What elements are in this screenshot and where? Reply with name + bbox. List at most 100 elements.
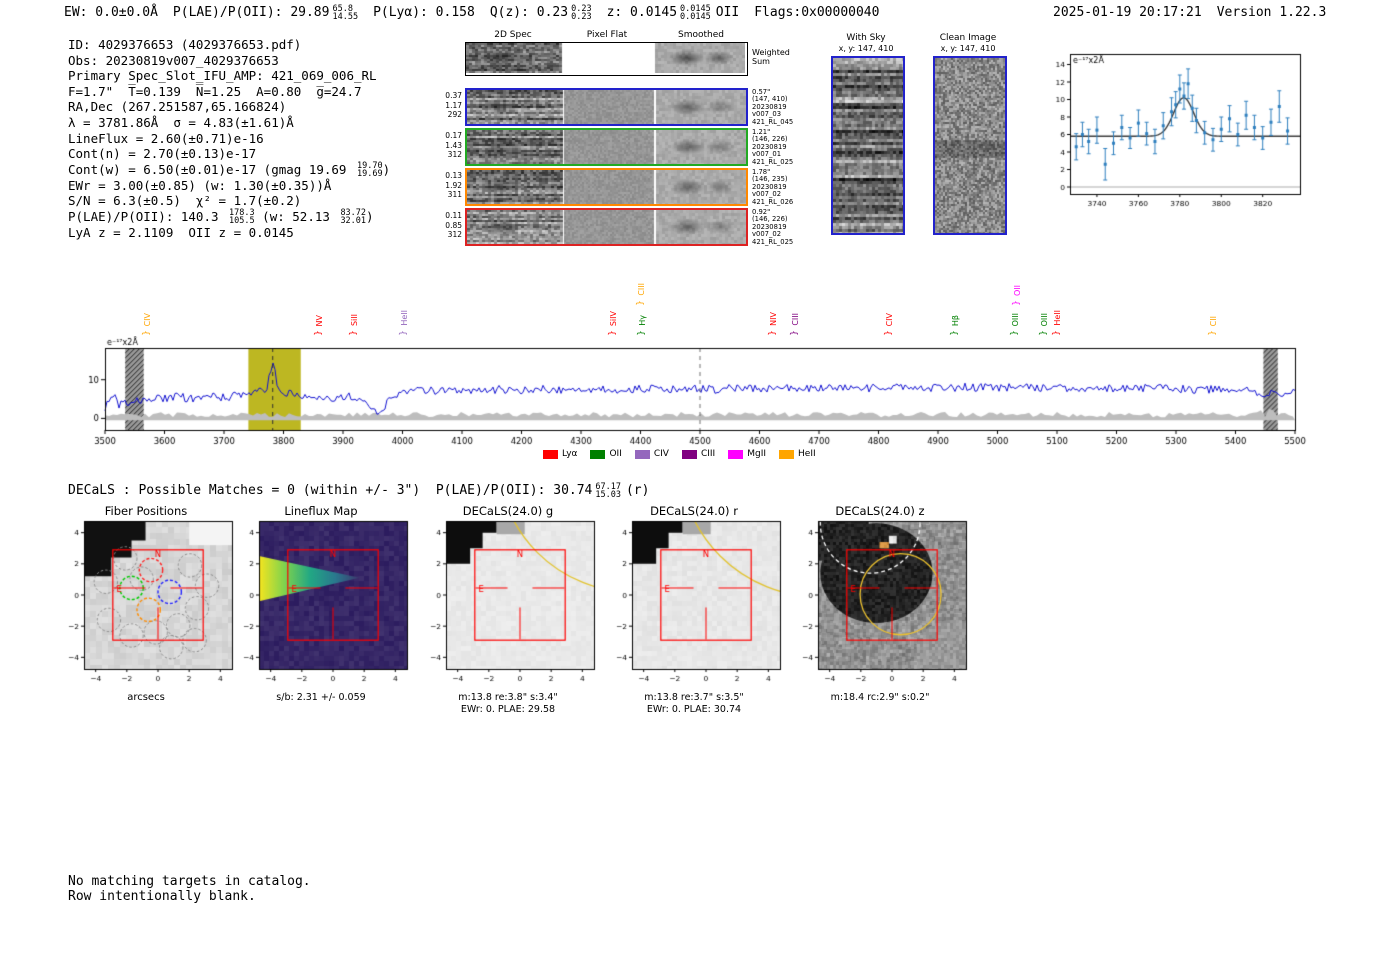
plae-poii-range: 65.8 14.55 [332,5,359,22]
legend-item: MgII [728,449,766,459]
stack-hi: 19.70 [356,160,383,171]
plae-poii-value: P(LAE)/P(OII): 29.89 [172,5,330,20]
emission-line-brace: { [765,330,776,336]
cutout-left-labels: 0.37 1.17 292 0.17 1.43 312 0.13 1.92 311 0… [436,42,462,248]
qz-lo: 0.23 [571,12,592,22]
plae-lo: 14.55 [332,12,359,22]
emission-line-label: HeII [1053,310,1063,326]
report-datetime: 2025-01-19 20:17:21 [1053,5,1202,20]
decals-band: (r) [625,483,650,498]
info-text: ) [366,208,374,224]
decals-z-image [792,518,968,690]
legend-label: OII [609,449,622,459]
info-stack: 178.3 105.5 [229,209,255,226]
decals-hi: 67.17 [595,482,621,492]
cutout-row-image-2 [467,130,746,164]
cutout-row-right-labels-3: 1.78" (146, 235) 20230819 v007_02 421_RL… [752,168,794,206]
qz-value: Q(z): 0.23 [489,5,569,20]
legend-swatch [590,449,606,459]
info-line: λ = 3781.86Å σ = 4.83(±1.61)Å [68,115,390,131]
emission-line-label: CIII [790,313,800,326]
emission-line-marker: CII { [1206,258,1219,340]
info-line: LyA z = 2.1109 OII z = 0.0145 [68,225,390,241]
emission-line-label: OIII [1040,312,1050,326]
emission-line-brace: { [1036,330,1047,336]
legend-label: Lyα [562,449,578,459]
report-version: Version 1.22.3 [1216,5,1327,20]
cutout-row-1 [465,88,748,126]
legend-item: CIV [634,449,669,459]
cutout-row-left-labels-4: 0.11 0.85 312 [445,211,462,239]
emission-line-marker: HeII { [1050,258,1063,340]
with-sky-image [831,56,905,235]
decals-range: 67.17 15.03 [595,482,621,500]
legend-item: CIII [681,449,716,459]
emission-line-label: NV [314,314,324,326]
header-stats: EW: 0.0±0.0Å P(LAE)/P(OII): 29.89 65.8 1… [64,5,880,22]
flags-value: Flags:0x00000040 [754,5,880,20]
legend-label: HeII [798,449,816,459]
z-lo: 0.0145 [680,12,711,22]
cutout-row-left-labels-1: 0.37 1.17 292 [445,91,462,119]
fiber-positions-xlabel: arcsecs [127,692,165,703]
stack-lo: 19.69 [356,168,383,179]
info-text: P(LAE)/P(OII): 140.3 [68,208,227,224]
cutout-right-labels: Weighted Sum 0.57" (147, 410) 20230819 v0… [752,42,798,248]
decals-r-image [606,518,782,690]
cutout-row-right-labels-1: 0.57" (147, 410) 20230819 v007_03 421_RL… [752,88,794,126]
emission-line-label: SiII [350,313,360,326]
footer-note-1: No matching targets in catalog. [68,874,311,889]
info-line: Cont(n) = 2.70(±0.13)e-17 [68,146,390,162]
emission-line-brace: { [311,330,322,336]
decals-g-caption-2: EWr: 0. PLAE: 29.58 [460,704,556,715]
cutout-row-weighted-sum [465,42,748,76]
info-block: ID: 4029376653 (4029376653.pdf) Obs: 2023… [68,37,390,241]
emission-line-marker: OIII { [1036,258,1050,340]
footer-note-2: Row intentionally blank. [68,889,256,904]
emission-line-marker: CIV { [882,258,895,340]
legend-item: OII [590,449,622,459]
panel-title-decals-g: DECaLS(24.0) g [462,504,554,518]
cutout-rows [465,42,748,248]
z-line-type: OII [715,5,740,20]
legend-label: CIV [653,449,669,459]
info-text: (w: 52.13 [254,208,338,224]
info-line: S/N = 6.3(±0.5) χ² = 1.7(±0.2) [68,193,390,209]
plya-value: P(Lyα): 0.158 [373,5,475,20]
legend-label: CIII [700,449,716,459]
info-text: ID: 4029376653 (4029376653.pdf) [68,37,302,52]
legend-swatch [681,449,697,459]
cutout-row-image-4 [467,210,746,244]
spectrum-legend: Lyα OII CIV CIII MgII HeII [543,449,816,459]
legend-item: Lyα [543,449,577,459]
z-value: z: 0.0145 [606,5,678,20]
info-text: Obs: 20230819v007_4029376653 [68,52,279,68]
emission-line-brace: { [1050,330,1061,336]
cutout-row-image-3 [467,170,746,204]
info-text: Primary Spec_Slot_IFU_AMP: 421_069_006_R… [68,68,377,84]
info-text: LineFlux = 2.60(±0.71)e-16 [68,130,264,146]
cutout-row-left-labels-3: 0.13 1.92 311 [445,171,462,199]
emission-line-marker: SiIV { [606,258,619,340]
cutout-row-image-0 [466,43,745,73]
panel-title-decals-z: DECaLS(24.0) z [835,504,925,518]
cutout-col-title-pixelflat: Pixel Flat [586,30,628,40]
emission-line-label: CIV [142,312,152,326]
emission-line-brace: { [787,330,798,336]
main-spectrum-plot [60,336,1320,454]
emission-line-brace: { [606,330,617,336]
line-fit-plot [1036,46,1308,218]
emission-lines: CIV{NV{SiII{HeII{SiIV{Hγ{CIII{NIV{CIII{C… [60,258,1320,340]
clean-image-coords: x, y: 147, 410 [940,44,996,53]
info-text: S/N = 6.3(±0.5) χ² = 1.7(±0.2) [68,193,302,209]
cutout-row-right-labels-0: Weighted Sum [752,48,790,66]
info-text: F=1.7" T̅=0.139 N̅=1.25 A=0.80 g̅=24.7 [68,83,362,99]
clean-image-title: Clean Image [939,33,997,43]
emission-line-marker: NV { [311,258,325,340]
decals-lo: 15.03 [595,490,621,500]
cutout-row-left-labels-2: 0.17 1.43 312 [445,131,462,159]
cutout-col-title-2dspec: 2D Spec [494,30,532,40]
panel-title-fiber-positions: Fiber Positions [104,504,188,518]
info-text: Cont(n) = 2.70(±0.13)e-17 [68,146,257,162]
decals-g-caption-1: m:13.8 re:3.8" s:3.4" [458,692,558,703]
